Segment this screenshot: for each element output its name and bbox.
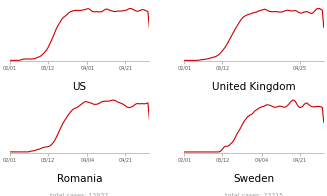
- Text: total cases: 23215: total cases: 23215: [225, 193, 283, 196]
- Text: total cases: 13937: total cases: 13937: [50, 193, 109, 196]
- Text: total cases: 198234: total cases: 198234: [223, 101, 285, 106]
- Text: United Kingdom: United Kingdom: [212, 83, 296, 93]
- Text: Sweden: Sweden: [233, 174, 275, 184]
- Text: Romania: Romania: [57, 174, 102, 184]
- Text: total cases: 1204336: total cases: 1204336: [46, 101, 112, 106]
- Text: US: US: [73, 83, 87, 93]
